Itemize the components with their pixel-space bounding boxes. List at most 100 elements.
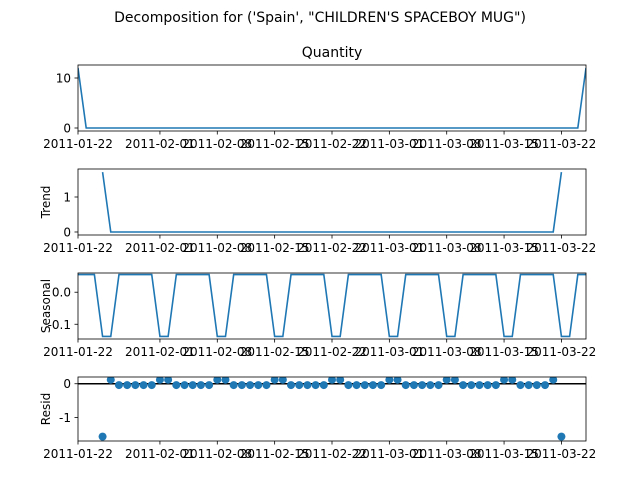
resid-point [139,381,148,390]
x-tick-label: 2011-03-01 [354,447,424,461]
resid-point [541,381,550,390]
resid-point [393,377,402,384]
trend-line [101,172,563,233]
x-tick-label: 2011-02-01 [125,447,195,461]
resid-point [328,377,336,384]
panel-data [78,377,586,441]
x-tick-label: 2011-03-01 [354,137,424,151]
resid-point [549,377,558,384]
resid-point [557,432,566,441]
resid-point [352,381,361,390]
resid-point [459,381,468,390]
seasonal-line [78,273,586,338]
resid-point [147,381,156,390]
y-tick-label: -0.1 [48,318,71,332]
resid-point [311,381,320,390]
x-tick-label: 2011-02-08 [182,137,252,151]
resid-point [237,381,246,390]
x-tick-label: 2011-03-15 [469,345,539,359]
x-tick-label: 2011-01-22 [43,345,113,359]
resid-point [483,381,492,390]
resid-point [409,381,418,390]
observed-line [78,67,586,129]
x-tick-label: 2011-02-22 [297,345,367,359]
panel-data [101,172,563,233]
resid-point [188,381,197,390]
resid-point [360,381,369,390]
resid-point [442,377,451,384]
x-tick-label: 2011-02-15 [240,241,310,255]
x-tick-label: 2011-02-22 [297,447,367,461]
x-tick-label: 2011-02-01 [125,345,195,359]
resid-point [491,381,500,390]
x-tick-label: 2011-02-08 [182,345,252,359]
axis-frame [77,168,587,236]
resid-point [254,381,263,390]
x-tick-label: 2011-03-01 [354,345,424,359]
resid-point [196,381,205,390]
x-tick-label: 2011-02-15 [240,345,310,359]
x-tick-label: 2011-01-22 [43,241,113,255]
x-tick-label: 2011-01-22 [43,137,113,151]
x-tick-label: 2011-03-08 [412,447,482,461]
resid-point [303,381,312,390]
resid-point [532,381,541,390]
resid-point [213,377,222,384]
panel-trend: 2011-01-22 2011-02-012011-02-082011-02-15… [39,168,597,255]
resid-point [319,381,328,390]
resid-point [524,381,533,390]
resid-point [221,377,230,384]
panel-resid: 2011-01-22 2011-02-012011-02-082011-02-15… [39,376,596,461]
axis-frame [77,64,587,132]
resid-point [205,381,214,390]
resid-point [164,377,173,384]
resid-point [368,381,377,390]
panel-title: Quantity [302,45,363,61]
resid-point [500,377,509,384]
figure-suptitle: Decomposition for ('Spain', "CHILDREN'S … [114,10,526,26]
resid-point [180,381,189,390]
resid-point [401,381,410,390]
y-tick-label: 10 [56,72,71,86]
y-tick-label: 0 [63,225,71,239]
resid-point [377,381,386,390]
x-tick-label: 2011-03-01 [354,241,424,255]
y-tick-label: 0 [63,122,71,136]
x-tick-label: 2011-03-22 [527,241,597,255]
x-tick-label: 2011-02-22 [297,241,367,255]
x-tick-label: 2011-03-08 [412,241,482,255]
x-tick-label: 2011-01-22 [43,447,113,461]
resid-point [229,381,238,390]
y-axis-label: Trend [39,186,53,220]
x-tick-label: 2011-02-01 [125,241,195,255]
resid-point [516,381,525,390]
resid-point [475,381,484,390]
resid-point [106,377,115,384]
x-tick-label: 2011-02-22 [297,137,367,151]
resid-point [287,381,296,390]
resid-point [418,381,427,390]
x-tick-label: 2011-03-15 [469,447,539,461]
resid-point [467,381,476,390]
y-tick-label: 0 [63,377,71,391]
x-tick-label: 2011-03-22 [527,345,597,359]
axis-frame [77,272,587,340]
x-tick-label: 2011-02-15 [240,447,310,461]
resid-point [155,377,164,384]
x-tick-label: 2011-02-08 [182,447,252,461]
resid-point [508,377,517,384]
resid-point [344,381,353,390]
y-tick-label: 0.0 [52,286,71,300]
resid-point [172,381,181,390]
resid-point [123,381,132,390]
resid-point [262,381,271,390]
panel-observed: 2011-01-22 2011-02-012011-02-082011-02-15… [43,45,596,151]
resid-point [98,432,107,441]
x-tick-label: 2011-03-15 [469,137,539,151]
y-axis-label: Resid [39,393,53,425]
resid-point [426,381,435,390]
panel-seasonal: 2011-01-22 2011-02-012011-02-082011-02-15… [39,272,597,359]
resid-point [434,381,443,390]
x-tick-label: 2011-02-01 [125,137,195,151]
